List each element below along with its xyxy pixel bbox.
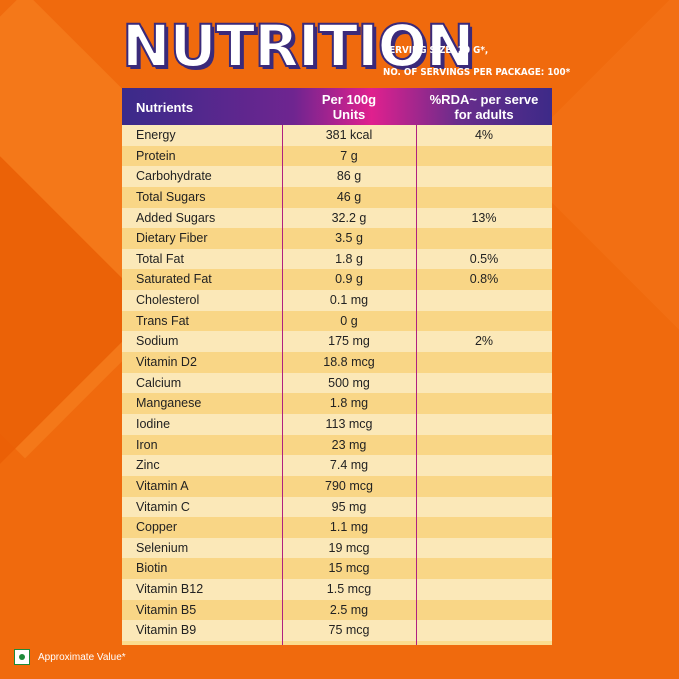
nutrient-name: Cholesterol — [136, 293, 200, 308]
per-100g-value: 381 kcal — [325, 128, 373, 142]
table-row: Zinc 7.4 mg — [122, 455, 552, 476]
per-100g-value: 95 mg — [331, 499, 367, 514]
serving-info: SERVING SIZE: 20 G*, NO. OF SERVINGS PER… — [383, 40, 570, 84]
table-row: Vitamin C 95 mg — [122, 496, 552, 518]
nutrient-name: Protein — [136, 148, 176, 163]
rda-value: 4% — [474, 128, 494, 142]
header-per-100g: Per 100g Units — [282, 92, 416, 122]
per-100g-value: 175 mg — [328, 334, 370, 349]
table-row: Carbohydrate 86 g — [122, 166, 552, 187]
table-row: Total Fat 1.8 g 0.5% — [122, 248, 552, 270]
header-rda-line1: %RDA~ per serve — [429, 92, 539, 107]
table-row: Selenium 19 mcg — [122, 537, 552, 559]
nutrient-name: Zinc — [136, 458, 160, 473]
nutrient-name: Iron — [136, 437, 158, 452]
nutrient-name: Sodium — [136, 334, 179, 349]
per-100g-value: 113 mcg — [325, 416, 373, 431]
table-header: Nutrients Per 100g Units %RDA~ per serve… — [122, 88, 552, 125]
table-row: Added Sugars 32.2 g 13% — [122, 207, 552, 229]
per-100g-value: 46 g — [336, 189, 362, 204]
per-100g-value: 32.2 g — [331, 210, 367, 225]
nutrient-name: Energy — [136, 128, 176, 142]
nutrition-table: Nutrients Per 100g Units %RDA~ per serve… — [122, 88, 552, 645]
header-per-100g-line1: Per 100g — [321, 92, 377, 107]
per-100g-value: 19 mcg — [328, 540, 370, 555]
nutrient-name: Vitamin D2 — [136, 355, 197, 370]
rda-value: 13% — [471, 210, 497, 225]
rda-value: 2% — [474, 334, 494, 349]
nutrient-name: Selenium — [136, 540, 189, 555]
header-per-100g-line2: Units — [332, 107, 366, 122]
nutrient-name: Vitamin A — [136, 478, 189, 493]
nutrient-name: Saturated Fat — [136, 272, 212, 287]
table-row: Trans Fat 0 g — [122, 310, 552, 332]
table-row: Iron 23 mg — [122, 434, 552, 456]
per-100g-value: 7.4 mg — [329, 458, 369, 473]
nutrient-name: Vitamin C — [136, 499, 190, 514]
nutrient-name: Vitamin B9 — [136, 623, 197, 638]
per-100g-value: 0.1 mg — [329, 293, 369, 308]
table-body: Energy 381 kcal 4% Protein 7 g Carbohydrate 86… — [122, 125, 552, 642]
table-row: Biotin 15 mcg — [122, 558, 552, 580]
veg-mark-icon — [14, 649, 30, 665]
per-100g-value: 0 g — [340, 313, 358, 328]
per-100g-value: 1.8 mg — [329, 396, 369, 411]
table-row: Manganese 1.8 mg — [122, 393, 552, 414]
per-100g-value: 86 g — [336, 169, 362, 184]
table-row: Dietary Fiber 3.5 g — [122, 228, 552, 249]
per-100g-value: 1.5 mcg — [326, 582, 372, 597]
nutrient-name: Calcium — [136, 375, 182, 390]
per-100g-value: 3.5 g — [335, 231, 363, 246]
nutrient-name: Dietary Fiber — [136, 231, 208, 246]
table-row: Vitamin A 790 mcg — [122, 475, 552, 497]
per-100g-value: 7 g — [340, 148, 358, 163]
table-row: Total Sugars 46 g — [122, 186, 552, 208]
table-row: Iodine 113 mcg — [122, 413, 552, 435]
serving-size-text: SERVING SIZE: 20 G*, — [383, 45, 489, 56]
table-row: Copper 1.1 mg — [122, 517, 552, 538]
per-100g-value: 790 mcg — [325, 478, 373, 493]
nutrient-name: Vitamin B5 — [136, 602, 197, 617]
column-divider — [282, 125, 283, 645]
nutrient-name: Total Sugars — [136, 189, 206, 204]
nutrient-name: Manganese — [136, 396, 202, 411]
per-100g-value: 0.9 g — [335, 272, 363, 287]
per-100g-value: 75 mcg — [328, 623, 370, 638]
nutrient-name: Iodine — [136, 416, 171, 431]
header-rda-line2: for adults — [454, 107, 514, 122]
table-row: Vitamin B12 1.5 mcg — [122, 579, 552, 600]
table-row: Vitamin B9 75 mcg — [122, 620, 552, 642]
table-row: Cholesterol 0.1 mg — [122, 290, 552, 311]
per-100g-value: 18.8 mcg — [323, 355, 375, 370]
column-divider — [416, 125, 417, 645]
header-nutrients: Nutrients — [136, 100, 194, 115]
nutrient-name: Trans Fat — [136, 313, 190, 328]
page-title: NUTRITION — [121, 11, 475, 81]
table-row: Calcium 500 mg — [122, 372, 552, 394]
table-row: Vitamin D2 18.8 mcg — [122, 352, 552, 373]
table-row: Protein 7 g — [122, 145, 552, 167]
per-100g-value: 15 mcg — [328, 561, 370, 576]
nutrient-name: Total Fat — [136, 251, 184, 266]
rda-value: 0.8% — [469, 272, 499, 287]
table-row: Vitamin B5 2.5 mg — [122, 599, 552, 621]
nutrient-name: Carbohydrate — [136, 169, 212, 184]
table-row: Saturated Fat 0.9 g 0.8% — [122, 269, 552, 291]
header-rda: %RDA~ per serve for adults — [416, 92, 552, 122]
per-100g-value: 500 mg — [328, 375, 370, 390]
table-row: Energy 381 kcal 4% — [122, 125, 552, 146]
rda-value: 0.5% — [469, 251, 499, 266]
servings-per-package-text: NO. OF SERVINGS PER PACKAGE: 100* — [383, 67, 571, 78]
nutrient-name: Copper — [136, 520, 177, 535]
table-row: Sodium 175 mg 2% — [122, 331, 552, 353]
nutrient-name: Biotin — [136, 561, 168, 576]
per-100g-value: 2.5 mg — [329, 602, 369, 617]
per-100g-value: 1.1 mg — [329, 520, 369, 535]
legend-text: Approximate Value* — [38, 652, 126, 663]
per-100g-value: 1.8 g — [335, 251, 363, 266]
per-100g-value: 23 mg — [331, 437, 367, 452]
nutrient-name: Added Sugars — [136, 210, 216, 225]
nutrient-name: Vitamin B12 — [136, 582, 204, 597]
